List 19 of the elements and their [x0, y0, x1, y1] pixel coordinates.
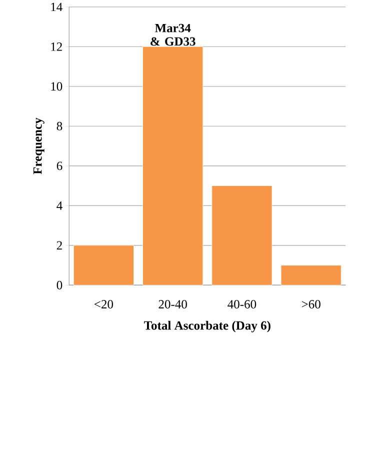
x-tick-label: <20 [94, 300, 114, 308]
x-tick-label: 40-60 [228, 300, 256, 308]
y-tick-label: 2 [57, 241, 62, 250]
annotation: Mar34 & GD33 [150, 24, 196, 46]
y-tick-label: 14 [51, 2, 63, 12]
bar [142, 46, 204, 286]
y-tick-label: 12 [51, 42, 62, 51]
y-tick-label: 8 [57, 122, 62, 130]
x-tick-label: 20-40 [159, 300, 188, 308]
x-axis-title: Total Ascorbate (Day 6) [144, 320, 271, 332]
y-tick-label: 6 [57, 162, 62, 170]
y-tick-label: 4 [56, 202, 63, 210]
y-tick-label: 0 [57, 280, 62, 290]
y-tick-label: 10 [51, 82, 62, 91]
bar [281, 265, 342, 286]
bar [74, 245, 134, 286]
y-axis-title: Frequency [34, 118, 45, 174]
bar [212, 186, 272, 286]
x-tick-label: >60 [302, 300, 321, 308]
